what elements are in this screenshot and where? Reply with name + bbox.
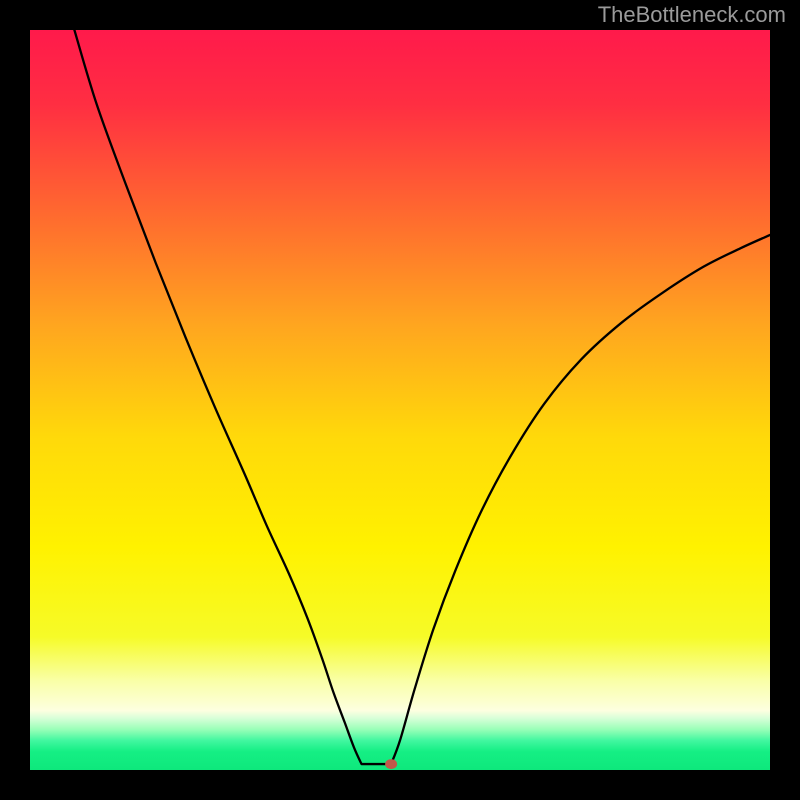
plot-area xyxy=(30,30,770,770)
bottleneck-curve xyxy=(30,30,770,770)
watermark-label: TheBottleneck.com xyxy=(598,2,786,28)
chart-container: TheBottleneck.com xyxy=(0,0,800,800)
minimum-marker-icon xyxy=(385,759,397,769)
